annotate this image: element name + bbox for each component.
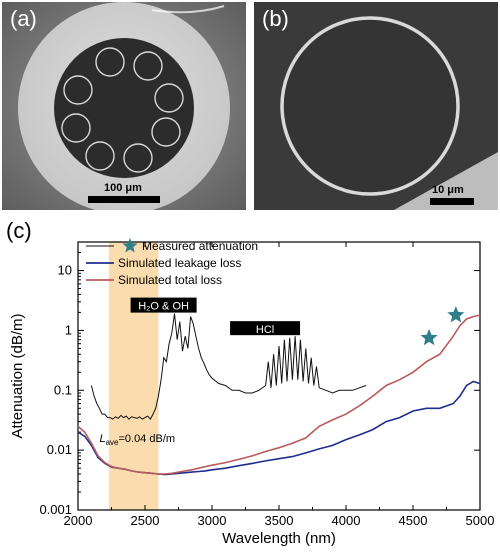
capillary xyxy=(133,51,163,81)
attenuation-chart: (c) Attenuation (dB/m) Wavelength (nm) 2… xyxy=(0,212,500,552)
capillary xyxy=(85,141,115,171)
capillary xyxy=(154,83,184,113)
x-axis-label: Wavelength (nm) xyxy=(222,530,336,547)
scale-label-b: 10 μm xyxy=(432,184,464,196)
series-line xyxy=(90,313,367,420)
annotation-hcl: HCl xyxy=(256,324,274,336)
panel-label-b: (b) xyxy=(262,6,289,31)
x-tick-label: 4500 xyxy=(399,513,428,528)
annotation-box xyxy=(130,297,197,313)
annotation-h2o-oh: H₂O & OH xyxy=(138,301,189,313)
legend-label: Simulated leakage loss xyxy=(118,256,241,270)
x-tick-label: 3000 xyxy=(198,513,227,528)
plot-area: 2000 2500 3000 3500 4000 4500 5000 0.001 0.01 0.1… xyxy=(39,238,494,528)
absorption-free-band xyxy=(108,242,159,510)
x-tick-label: 4000 xyxy=(332,513,361,528)
x-tick-label: 2500 xyxy=(131,513,160,528)
annotation-l-ave: Lave=0.04 dB/m xyxy=(99,433,175,447)
x-tick-label: 5000 xyxy=(466,513,495,528)
sem-image-fiber-cross-section: (a) 100 μm xyxy=(2,2,246,210)
capillary-ring xyxy=(61,47,184,173)
legend-label: Simulated total loss xyxy=(118,273,222,287)
series-line xyxy=(77,314,481,475)
capillary xyxy=(63,75,93,105)
scale-label-a: 100 μm xyxy=(104,182,142,194)
y-tick-label: 0.01 xyxy=(47,442,72,457)
cladding-wall xyxy=(394,152,498,210)
attenuation-chart-svg: (c) Attenuation (dB/m) Wavelength (nm) 2… xyxy=(6,218,494,547)
scale-bar-b xyxy=(430,198,474,205)
y-tick-label: 0.1 xyxy=(54,382,72,397)
y-tick-label: 1 xyxy=(65,322,72,337)
legend-label: Measured attenuation xyxy=(142,239,258,253)
y-tick-label: 0.001 xyxy=(39,502,72,517)
y-axis-label: Attenuation (dB/m) xyxy=(9,313,26,438)
capillary xyxy=(151,117,181,147)
sem-image-capillary-drawing xyxy=(254,2,498,210)
surface-debris xyxy=(151,5,225,14)
panel-label-c: (c) xyxy=(6,218,32,243)
panel-label-a: (a) xyxy=(10,6,37,31)
capillary xyxy=(61,113,91,143)
capillary-wall xyxy=(280,16,460,196)
x-tick-label: 2000 xyxy=(64,513,93,528)
capillary xyxy=(95,47,125,77)
sem-image-fiber-drawing xyxy=(2,2,246,210)
x-tick-label: 3500 xyxy=(265,513,294,528)
measured-star-point xyxy=(447,306,465,323)
y-tick-label: 10 xyxy=(58,263,72,278)
legend-star-icon xyxy=(122,238,138,253)
measured-star-point xyxy=(420,328,438,346)
capillary xyxy=(123,143,153,173)
scale-bar-a xyxy=(88,196,160,203)
annotation-box xyxy=(230,321,301,336)
sem-image-capillary: (b) 10 μm xyxy=(254,2,498,210)
